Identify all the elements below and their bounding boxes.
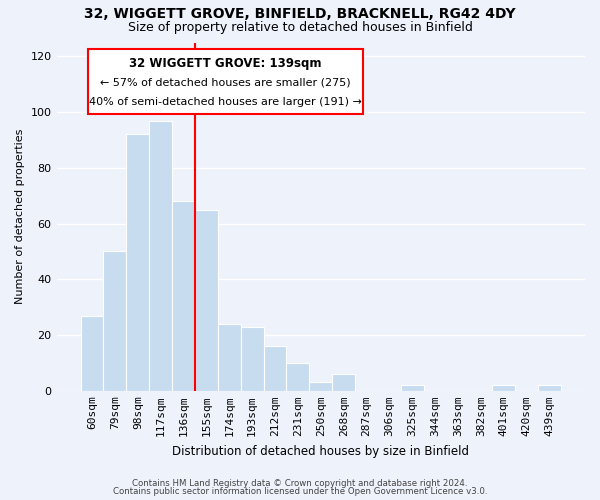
Text: ← 57% of detached houses are smaller (275): ← 57% of detached houses are smaller (27… (100, 78, 351, 88)
Y-axis label: Number of detached properties: Number of detached properties (15, 129, 25, 304)
Bar (263, 346, 286, 391)
Text: Contains public sector information licensed under the Open Government Licence v3: Contains public sector information licen… (113, 487, 487, 496)
Bar (401, 385, 424, 391)
Bar (493, 385, 515, 391)
Bar (127, 134, 149, 391)
Text: 40% of semi-detached houses are larger (191) →: 40% of semi-detached houses are larger (… (89, 98, 362, 108)
Bar (538, 385, 561, 391)
Bar (103, 252, 127, 391)
Bar (218, 324, 241, 391)
Bar (149, 120, 172, 391)
Text: 32 WIGGETT GROVE: 139sqm: 32 WIGGETT GROVE: 139sqm (130, 57, 322, 70)
Bar (332, 374, 355, 391)
Bar (310, 382, 332, 391)
Bar (241, 326, 263, 391)
FancyBboxPatch shape (88, 50, 363, 114)
Text: 32, WIGGETT GROVE, BINFIELD, BRACKNELL, RG42 4DY: 32, WIGGETT GROVE, BINFIELD, BRACKNELL, … (84, 8, 516, 22)
Bar (80, 316, 103, 391)
Text: Contains HM Land Registry data © Crown copyright and database right 2024.: Contains HM Land Registry data © Crown c… (132, 478, 468, 488)
Text: Size of property relative to detached houses in Binfield: Size of property relative to detached ho… (128, 21, 472, 34)
X-axis label: Distribution of detached houses by size in Binfield: Distribution of detached houses by size … (172, 444, 469, 458)
Bar (172, 202, 195, 391)
Bar (195, 210, 218, 391)
Bar (286, 363, 310, 391)
